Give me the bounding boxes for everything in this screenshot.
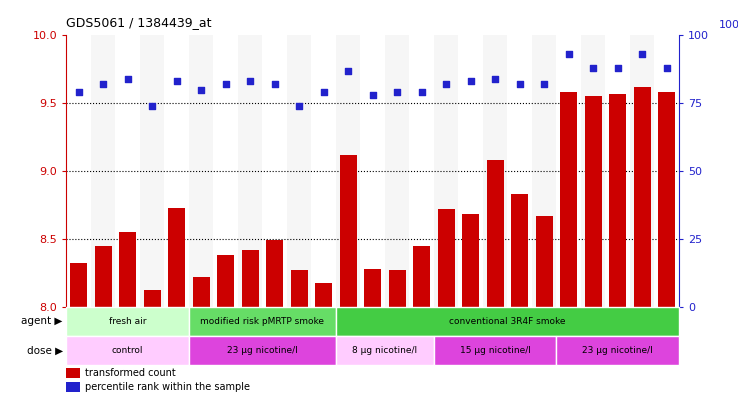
Bar [217, 255, 234, 307]
Bar [66, 336, 189, 365]
Bar [413, 246, 430, 307]
Point [391, 89, 403, 95]
Point [97, 81, 109, 87]
Point [612, 65, 624, 71]
Bar [364, 268, 382, 307]
Bar [140, 35, 165, 307]
Text: 15 μg nicotine/l: 15 μg nicotine/l [460, 346, 531, 355]
Bar [66, 307, 189, 336]
Bar [115, 35, 140, 307]
Text: 23 μg nicotine/l: 23 μg nicotine/l [582, 346, 653, 355]
Point [122, 75, 134, 82]
Bar [238, 35, 263, 307]
Bar [263, 35, 287, 307]
Point [318, 89, 330, 95]
Text: conventional 3R4F smoke: conventional 3R4F smoke [449, 317, 566, 326]
Bar [462, 214, 479, 307]
Bar [189, 307, 336, 336]
Bar [241, 250, 259, 307]
Bar [165, 35, 189, 307]
Bar [438, 209, 455, 307]
Bar [458, 35, 483, 307]
Bar [486, 160, 504, 307]
Point [587, 65, 599, 71]
Point [661, 65, 672, 71]
Bar [532, 35, 556, 307]
Bar [70, 263, 87, 307]
Bar [193, 277, 210, 307]
Bar [581, 35, 605, 307]
Bar [360, 35, 385, 307]
Bar [266, 240, 283, 307]
Bar [630, 35, 655, 307]
Bar [168, 208, 185, 307]
Bar [385, 35, 410, 307]
Text: 8 μg nicotine/l: 8 μg nicotine/l [352, 346, 418, 355]
Bar [311, 35, 336, 307]
Bar [434, 336, 556, 365]
Point [441, 81, 452, 87]
Bar [336, 336, 434, 365]
Bar [66, 35, 91, 307]
Bar [94, 246, 111, 307]
Point [342, 68, 354, 74]
Bar [119, 232, 137, 307]
Bar [556, 336, 679, 365]
Bar [508, 35, 532, 307]
Point [146, 103, 158, 109]
Point [73, 89, 85, 95]
Bar [189, 336, 336, 365]
Bar [655, 35, 679, 307]
Bar [339, 155, 356, 307]
Bar [536, 216, 553, 307]
Point [293, 103, 305, 109]
Bar [658, 92, 675, 307]
Bar [336, 35, 360, 307]
Text: control: control [112, 346, 143, 355]
Point [367, 92, 379, 98]
Bar [291, 270, 308, 307]
Bar [605, 35, 630, 307]
Bar [560, 92, 577, 307]
Bar [634, 87, 651, 307]
Bar [315, 283, 332, 307]
Bar [410, 35, 434, 307]
Bar [609, 94, 627, 307]
Point [489, 75, 501, 82]
Text: 23 μg nicotine/l: 23 μg nicotine/l [227, 346, 298, 355]
Bar [66, 382, 80, 391]
Point [170, 78, 182, 84]
Text: dose ▶: dose ▶ [27, 346, 63, 356]
Text: 100%: 100% [719, 20, 738, 30]
Point [244, 78, 256, 84]
Bar [91, 35, 115, 307]
Bar [511, 194, 528, 307]
Text: transformed count: transformed count [85, 368, 176, 378]
Bar [336, 307, 679, 336]
Text: percentile rank within the sample: percentile rank within the sample [85, 382, 249, 392]
Text: fresh air: fresh air [109, 317, 146, 326]
Point [220, 81, 232, 87]
Text: GDS5061 / 1384439_at: GDS5061 / 1384439_at [66, 16, 212, 29]
Point [636, 51, 648, 57]
Bar [584, 96, 601, 307]
Point [538, 81, 550, 87]
Bar [556, 35, 581, 307]
Bar [189, 35, 213, 307]
Bar [434, 35, 458, 307]
Point [415, 89, 427, 95]
Point [196, 86, 207, 93]
Bar [66, 368, 80, 378]
Bar [213, 35, 238, 307]
Point [514, 81, 525, 87]
Bar [483, 35, 508, 307]
Point [465, 78, 477, 84]
Text: modified risk pMRTP smoke: modified risk pMRTP smoke [201, 317, 325, 326]
Bar [144, 290, 161, 307]
Text: agent ▶: agent ▶ [21, 316, 63, 326]
Bar [287, 35, 311, 307]
Point [563, 51, 575, 57]
Point [269, 81, 280, 87]
Bar [389, 270, 406, 307]
